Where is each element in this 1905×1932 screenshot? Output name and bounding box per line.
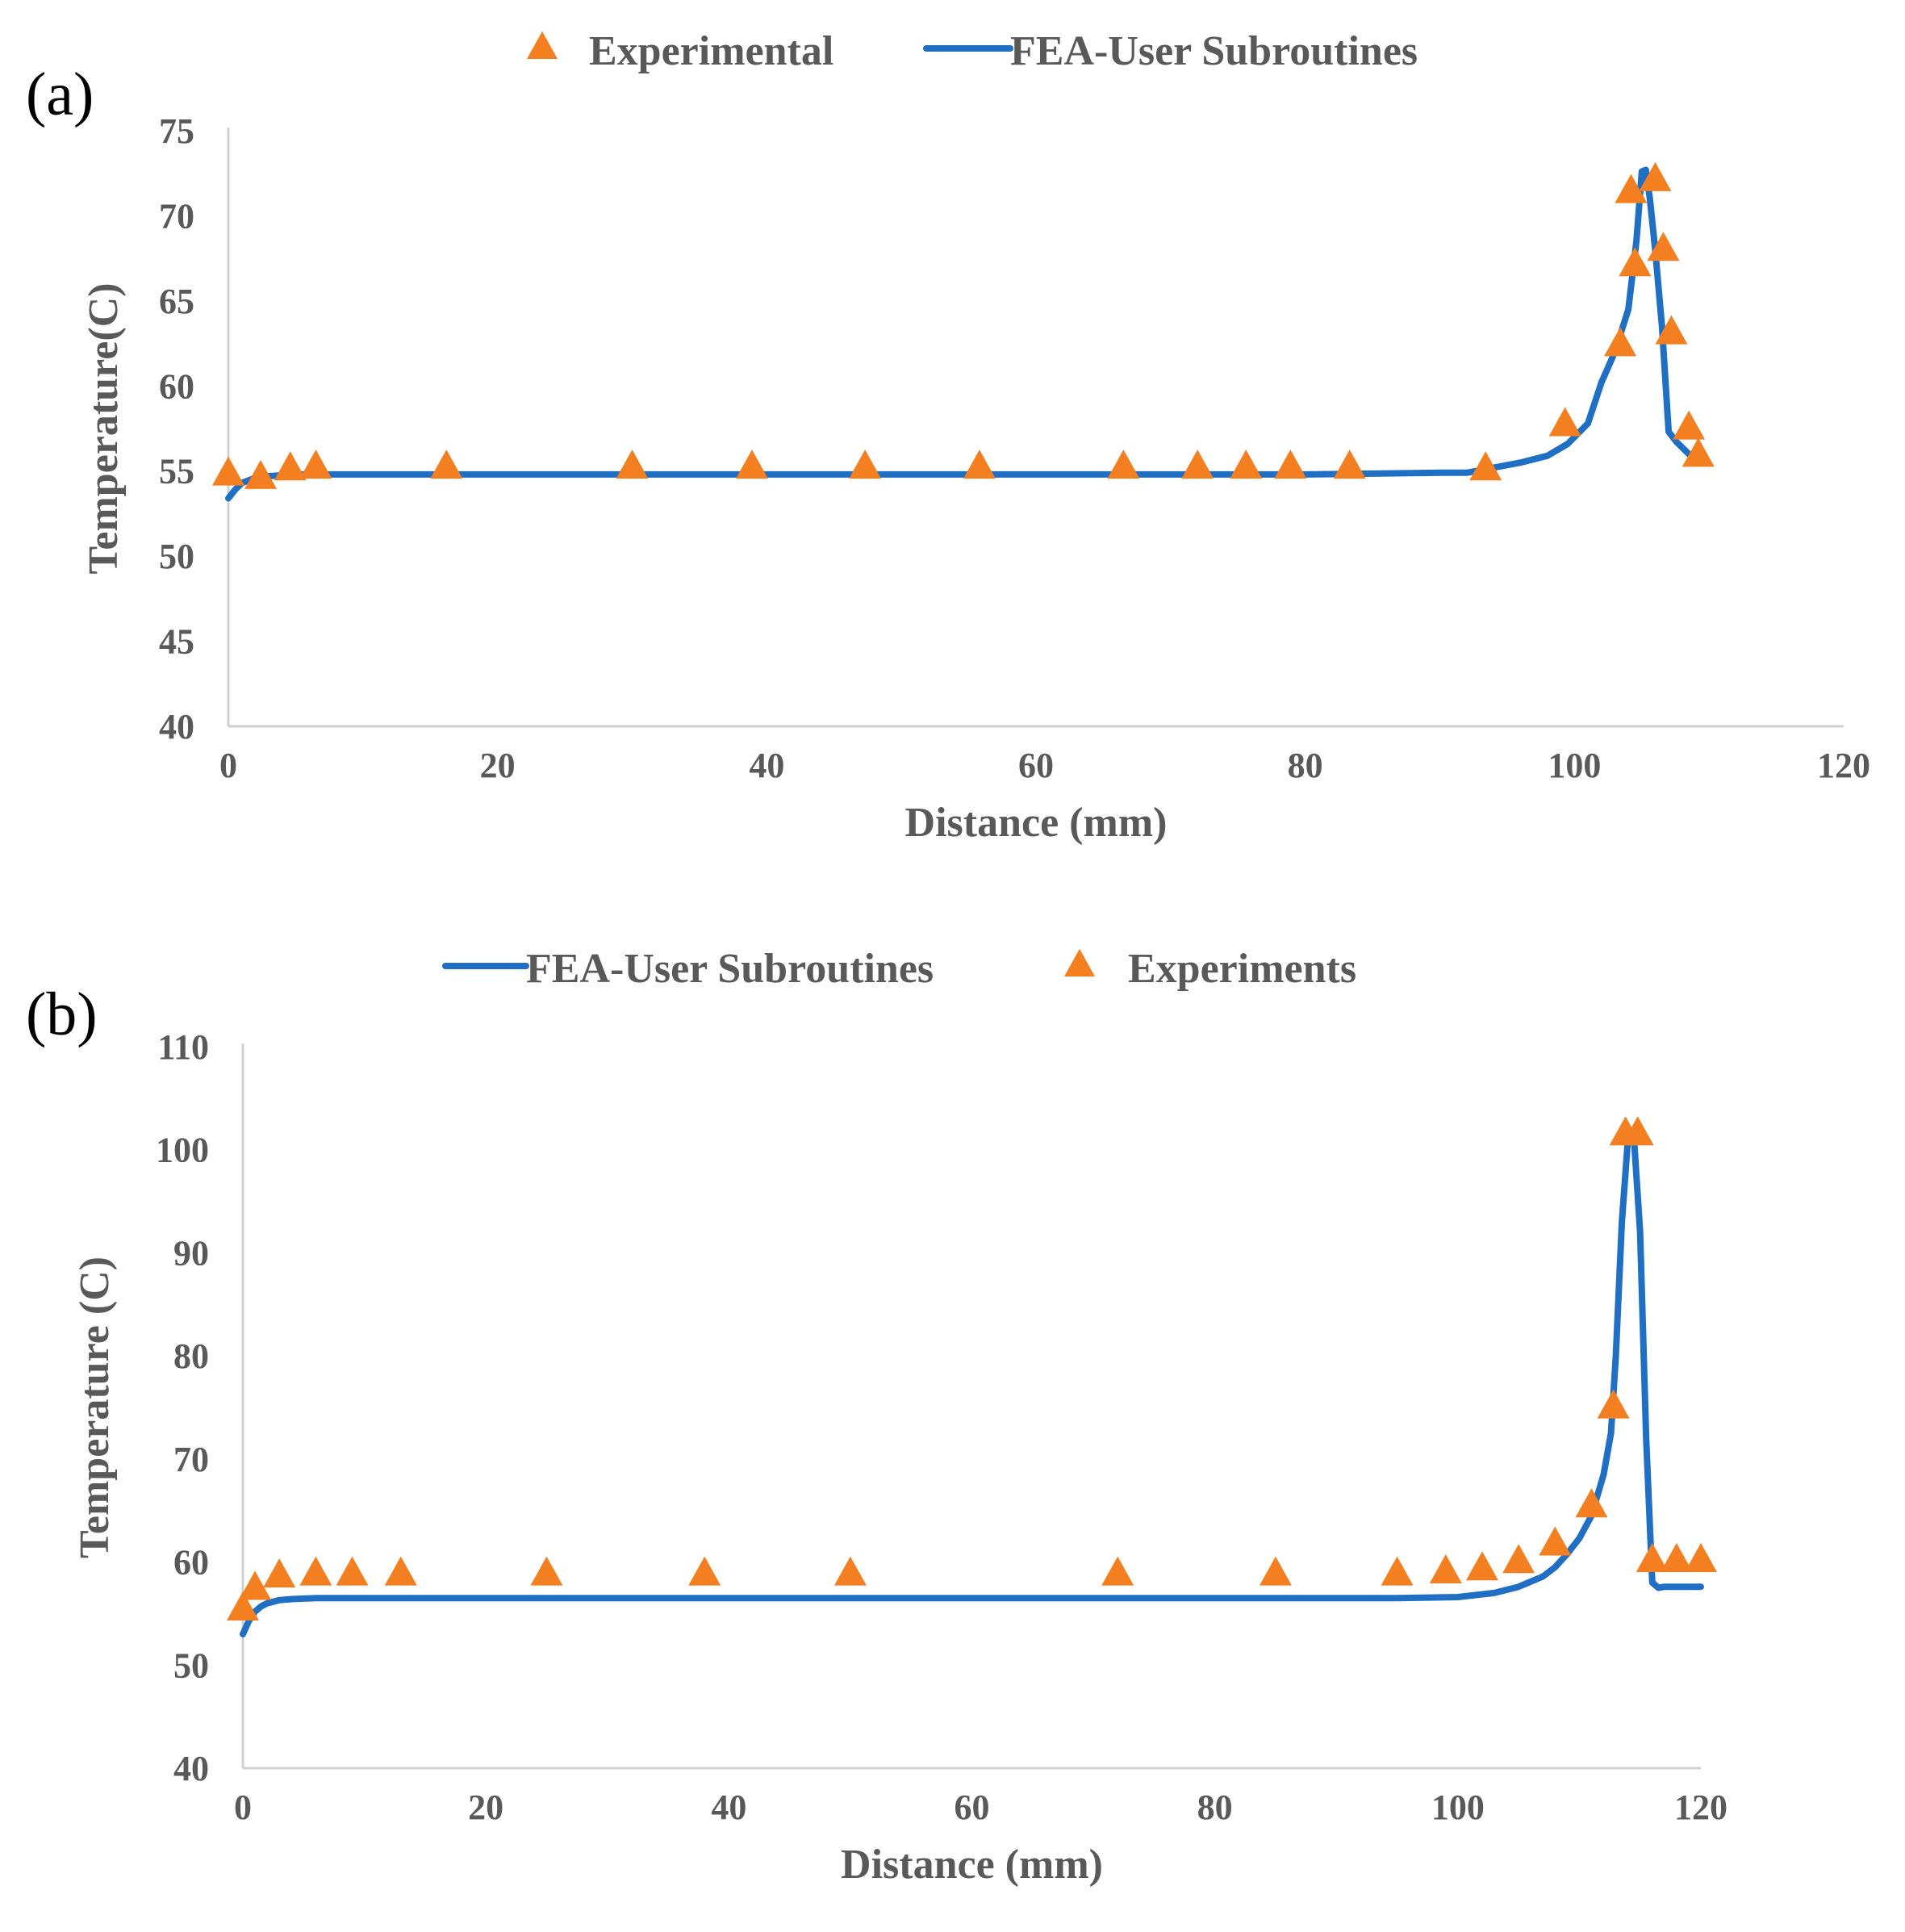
x-tick-label: 20 bbox=[468, 1788, 503, 1827]
x-tick-label: 40 bbox=[749, 746, 784, 785]
y-tick-label: 80 bbox=[173, 1336, 209, 1376]
legend-label: FEA-User Subroutines bbox=[526, 946, 934, 992]
panel-label: (a) bbox=[26, 61, 94, 128]
legend-item: Experiments bbox=[1064, 946, 1356, 992]
legend-triangle-marker bbox=[1064, 948, 1095, 976]
x-tick-label: 60 bbox=[955, 1788, 990, 1827]
y-tick-label: 60 bbox=[173, 1543, 209, 1583]
panel-label: (b) bbox=[26, 981, 98, 1048]
data-point-experimental bbox=[212, 456, 244, 486]
chart-panel-b: (b) FEA-User Subroutines Experiments 40 50 60… bbox=[26, 946, 1727, 1888]
data-point-experimental bbox=[1381, 1556, 1414, 1586]
x-tick-label: 120 bbox=[1674, 1788, 1727, 1827]
x-tick-label: 100 bbox=[1431, 1788, 1485, 1827]
y-axis-title: Temperature(C) bbox=[81, 282, 127, 574]
y-tick-label: 110 bbox=[157, 1027, 209, 1067]
data-point-experimental bbox=[336, 1556, 369, 1586]
x-tick-label: 60 bbox=[1018, 746, 1054, 785]
data-point-experimental bbox=[239, 1570, 272, 1600]
data-point-experimental bbox=[1575, 1488, 1608, 1518]
y-tick-label: 100 bbox=[156, 1131, 209, 1170]
x-axis-title: Distance (mm) bbox=[905, 800, 1168, 846]
x-tick-label: 80 bbox=[1288, 746, 1323, 785]
data-point-experimental bbox=[1429, 1554, 1462, 1584]
chart-panel-a: (a) Experimental FEA-User Subroutines 40 45 5… bbox=[26, 28, 1870, 846]
data-point-experimental bbox=[299, 1556, 332, 1586]
series-line-fea bbox=[225, 166, 1703, 502]
data-point-experimental bbox=[430, 450, 463, 479]
legend-label: Experimental bbox=[589, 28, 833, 74]
data-point-experimental bbox=[1685, 1542, 1717, 1572]
y-tick-label: 65 bbox=[159, 282, 194, 321]
data-point-experimental bbox=[1660, 1542, 1693, 1572]
data-point-experimental bbox=[1469, 451, 1502, 481]
legend-item: FEA-User Subroutines bbox=[442, 946, 934, 992]
data-point-experimental bbox=[244, 459, 278, 489]
data-point-experimental bbox=[1636, 1542, 1669, 1572]
legend-label: Experiments bbox=[1128, 946, 1356, 992]
data-point-experimental bbox=[849, 450, 882, 479]
data-point-experimental bbox=[1615, 174, 1648, 203]
data-point-experimental bbox=[1621, 1116, 1654, 1146]
y-tick-label: 70 bbox=[173, 1440, 209, 1479]
data-point-experimental bbox=[1465, 1551, 1498, 1581]
legend-item: Experimental bbox=[527, 28, 833, 74]
data-point-experimental bbox=[1230, 450, 1263, 479]
data-point-experimental bbox=[688, 1556, 721, 1586]
data-point-experimental bbox=[1539, 1526, 1572, 1556]
data-point-experimental bbox=[735, 450, 768, 479]
data-point-experimental bbox=[299, 450, 332, 479]
y-tick-label: 50 bbox=[159, 537, 194, 576]
x-tick-label: 40 bbox=[711, 1788, 746, 1827]
data-point-experimental bbox=[274, 451, 307, 481]
x-tick-label: 80 bbox=[1197, 1788, 1233, 1827]
data-point-experimental bbox=[1681, 437, 1715, 467]
y-tick-label: 55 bbox=[159, 452, 194, 491]
data-point-experimental bbox=[263, 1558, 296, 1588]
data-point-experimental bbox=[1647, 232, 1680, 261]
data-point-experimental bbox=[530, 1556, 563, 1586]
data-point-experimental bbox=[1655, 315, 1688, 345]
data-point-experimental bbox=[1259, 1556, 1292, 1586]
data-point-experimental bbox=[1548, 407, 1581, 437]
data-point-experimental bbox=[1101, 1556, 1134, 1586]
data-point-experimental bbox=[1604, 327, 1637, 357]
data-point-experimental bbox=[1502, 1544, 1535, 1574]
data-point-experimental bbox=[833, 1556, 867, 1586]
x-tick-label: 0 bbox=[219, 746, 237, 785]
data-point-experimental bbox=[1673, 410, 1706, 440]
data-point-experimental bbox=[227, 1591, 259, 1620]
data-point-experimental bbox=[1333, 450, 1366, 479]
series-line-fea bbox=[240, 1135, 1704, 1637]
y-tick-label: 60 bbox=[159, 366, 194, 406]
data-point-experimental bbox=[963, 450, 996, 479]
y-tick-label: 40 bbox=[159, 707, 194, 746]
x-tick-label: 0 bbox=[234, 1788, 252, 1827]
y-tick-label: 70 bbox=[159, 196, 194, 236]
legend-triangle-marker bbox=[527, 31, 558, 59]
data-point-experimental bbox=[1639, 161, 1672, 191]
data-point-experimental bbox=[1597, 1389, 1630, 1419]
data-point-experimental bbox=[616, 450, 649, 479]
data-point-experimental bbox=[384, 1556, 417, 1586]
data-point-experimental bbox=[1619, 247, 1652, 277]
y-tick-label: 50 bbox=[173, 1646, 209, 1685]
data-point-experimental bbox=[1274, 450, 1307, 479]
data-point-experimental bbox=[1107, 450, 1140, 479]
y-tick-label: 90 bbox=[173, 1233, 209, 1273]
legend-item: FEA-User Subroutines bbox=[923, 28, 1418, 74]
data-point-experimental bbox=[1181, 450, 1214, 479]
x-tick-label: 100 bbox=[1548, 746, 1601, 785]
legend-label: FEA-User Subroutines bbox=[1010, 28, 1418, 74]
y-tick-label: 40 bbox=[173, 1749, 209, 1788]
x-axis-title: Distance (mm) bbox=[841, 1842, 1103, 1888]
y-tick-label: 45 bbox=[159, 622, 194, 662]
x-tick-label: 120 bbox=[1817, 746, 1870, 785]
y-axis-title: Temperature (C) bbox=[72, 1257, 118, 1558]
y-tick-label: 75 bbox=[159, 111, 194, 151]
x-tick-label: 20 bbox=[480, 746, 516, 785]
